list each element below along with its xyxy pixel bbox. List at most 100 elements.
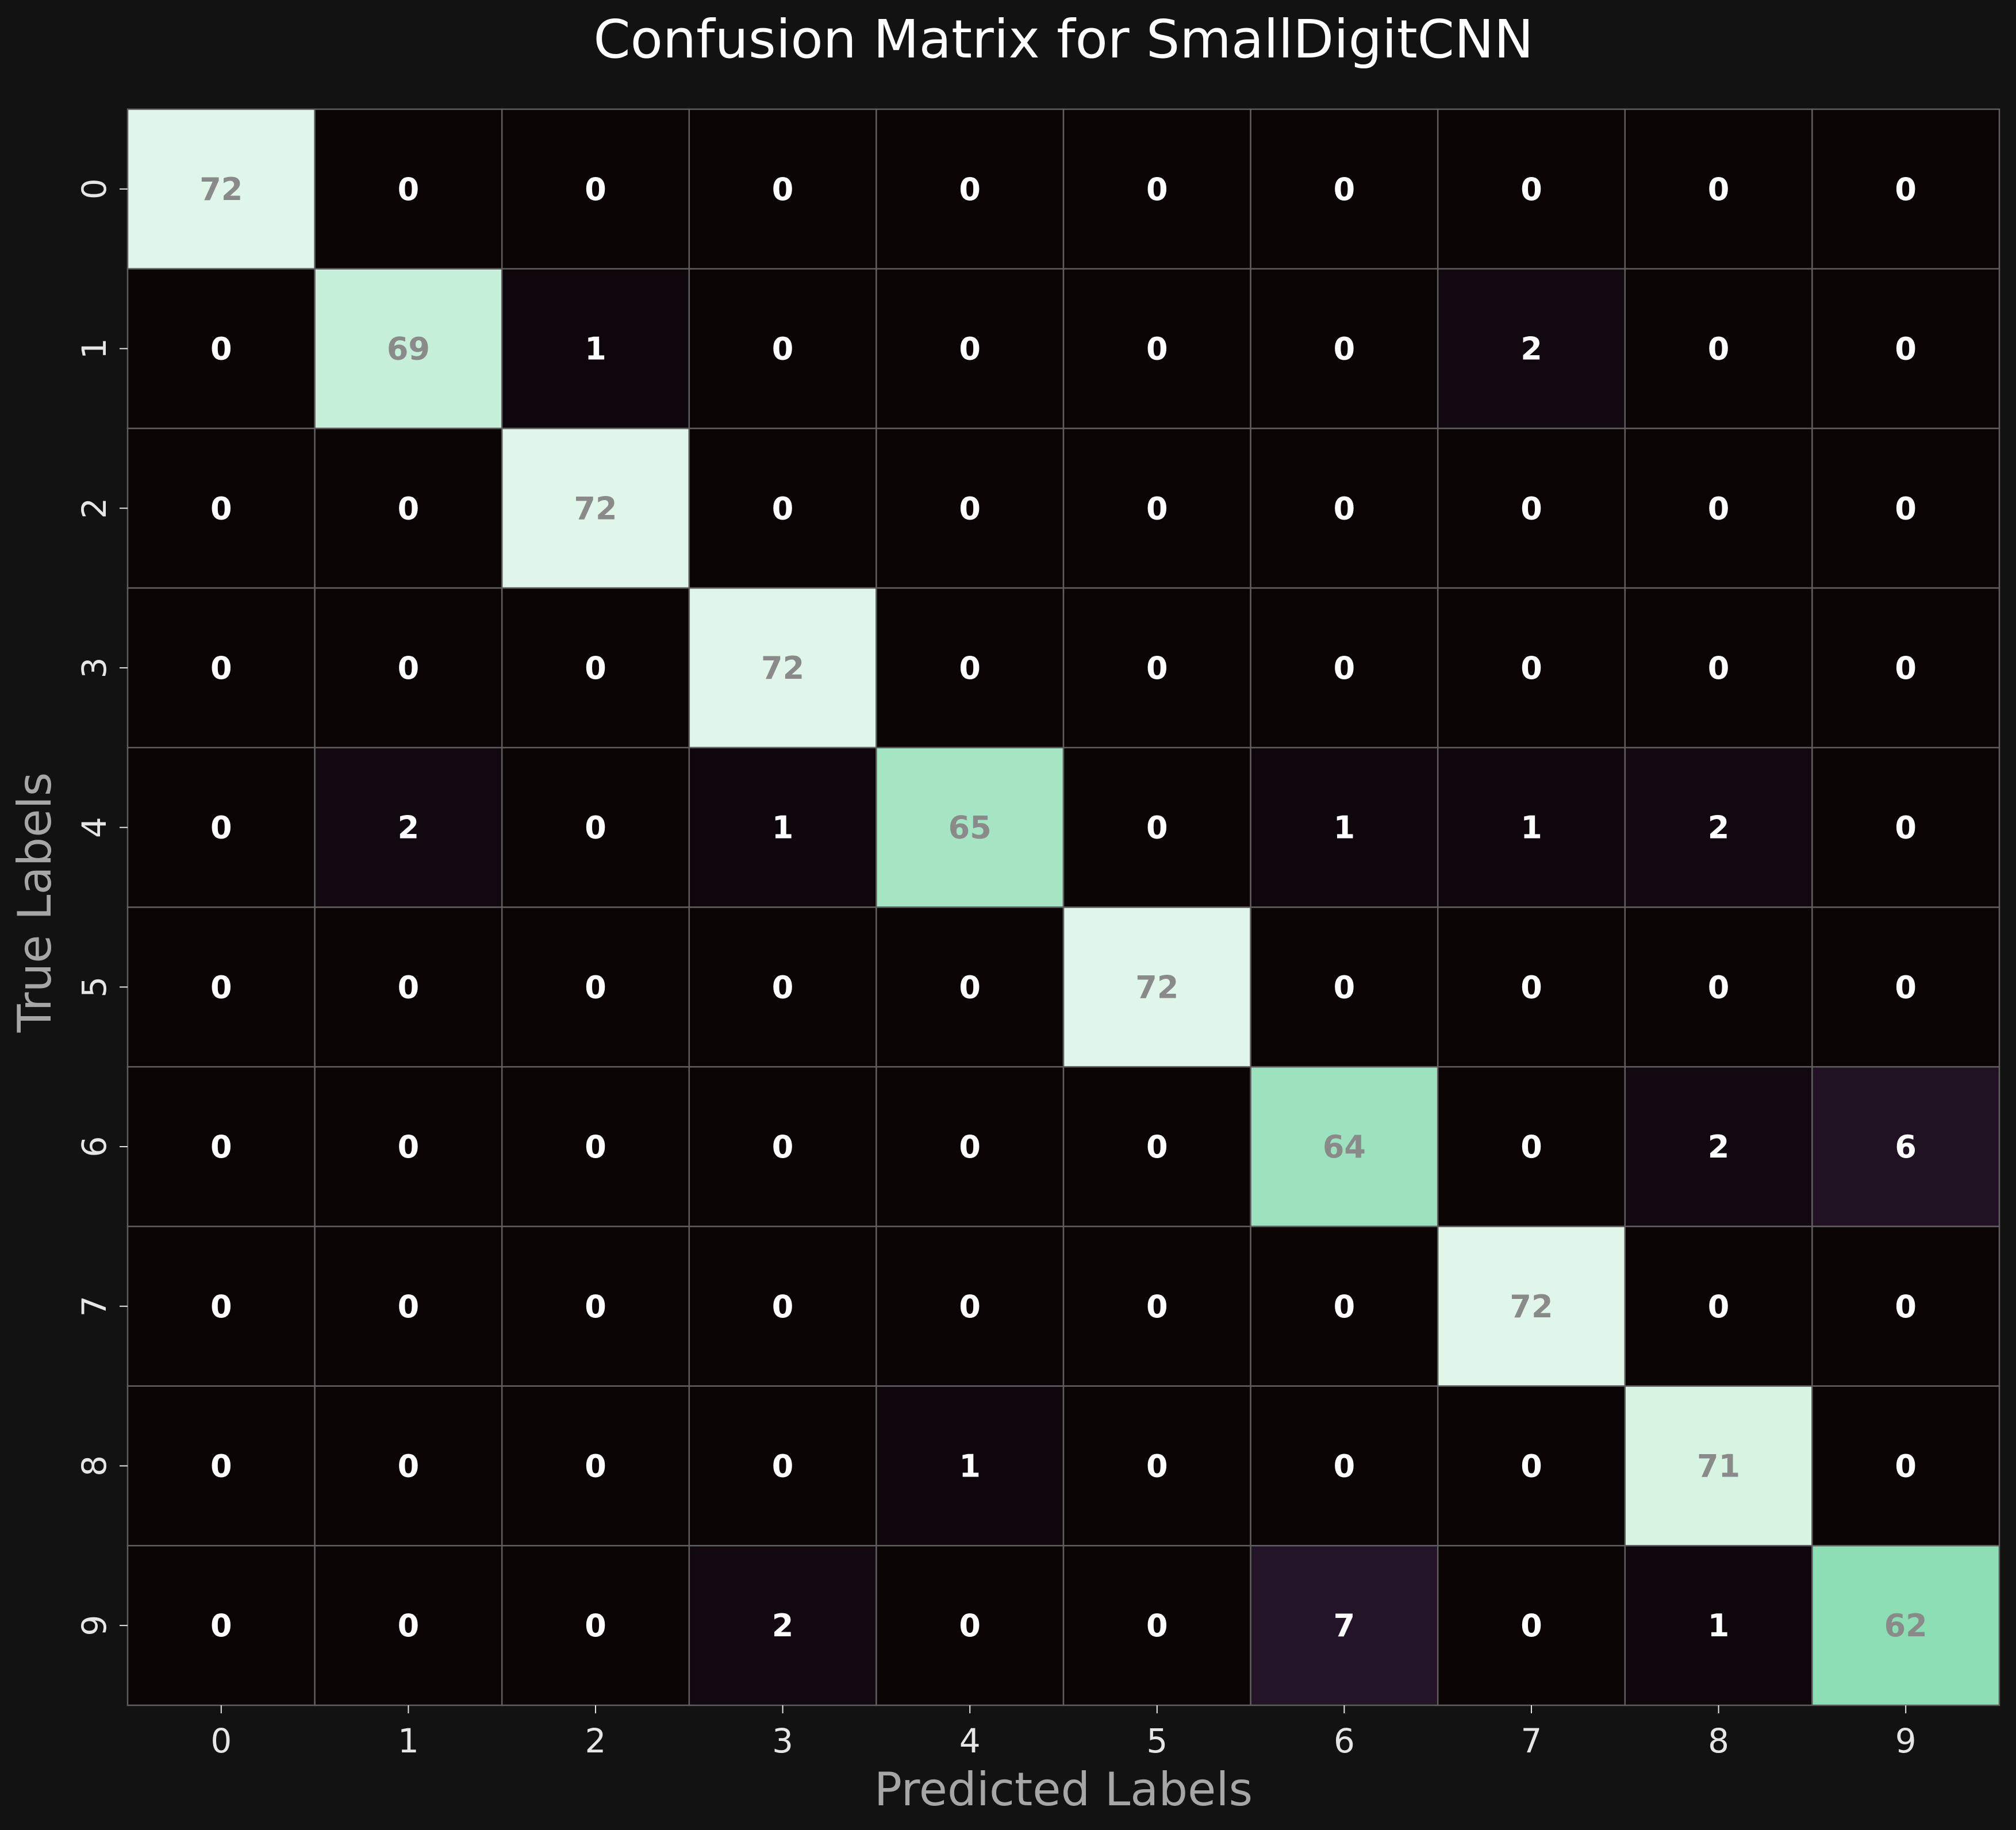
cell-value-r6-c7: 0	[1520, 1129, 1542, 1165]
x-tick-label-0: 0	[210, 1721, 232, 1760]
cell-value-r1-c0: 0	[210, 331, 232, 367]
heatmap-cell-r3-c8	[1624, 587, 1813, 749]
cell-value-r0-c5: 0	[1146, 171, 1168, 207]
cell-value-r6-c1: 0	[398, 1129, 420, 1165]
heatmap-cell-r7-c3	[688, 1225, 877, 1387]
cell-value-r3-c8: 0	[1708, 650, 1730, 686]
heatmap-cell-r5-c5	[1062, 906, 1251, 1068]
heatmap-cell-r2-c5	[1062, 428, 1251, 589]
heatmap-cell-r1-c2	[501, 268, 690, 429]
heatmap-cell-r9-c7	[1437, 1545, 1626, 1706]
cell-value-r1-c8: 0	[1708, 331, 1730, 367]
cell-value-r5-c9: 0	[1895, 969, 1917, 1005]
heatmap-cell-r0-c6	[1250, 108, 1439, 270]
heatmap-cell-r1-c3	[688, 268, 877, 429]
cell-value-r9-c4: 0	[959, 1608, 981, 1644]
cell-value-r1-c5: 0	[1146, 331, 1168, 367]
cell-value-r2-c0: 0	[210, 490, 232, 526]
x-tick-label-3: 3	[772, 1721, 793, 1760]
cell-value-r3-c2: 0	[585, 650, 606, 686]
heatmap-cell-labels: 72 0 0 0 0 0 0 0 0 00 69 1 0 0 0 0 2 0 00 0 72 0 0 0 0 0 0 00 0 0 72 0 0…	[199, 171, 1927, 1644]
heatmap-cell-r7-c6	[1250, 1225, 1439, 1387]
heatmap-cell-r4-c2	[501, 747, 690, 908]
cell-value-r2-c1: 0	[398, 490, 420, 526]
cell-value-r1-c3: 0	[772, 331, 794, 367]
cell-value-r9-c6: 7	[1334, 1608, 1355, 1644]
cell-value-r7-c0: 0	[210, 1289, 232, 1325]
cell-value-r2-c8: 0	[1708, 490, 1730, 526]
heatmap-cell-r6-c4	[875, 1066, 1065, 1228]
cell-value-r0-c9: 0	[1895, 171, 1917, 207]
cell-value-r5-c5: 72	[1135, 969, 1178, 1005]
heatmap-cell-r7-c2	[501, 1225, 690, 1387]
cell-value-r9-c7: 0	[1520, 1608, 1542, 1644]
x-tick-label-1: 1	[398, 1721, 419, 1760]
heatmap-cell-r4-c1	[314, 747, 503, 908]
cell-value-r4-c5: 0	[1146, 810, 1168, 846]
cell-value-r3-c7: 0	[1520, 650, 1542, 686]
y-axis-label: True Labels	[8, 772, 62, 1033]
heatmap-cell-r6-c3	[688, 1066, 877, 1228]
cell-value-r2-c6: 0	[1334, 490, 1355, 526]
cell-value-r9-c0: 0	[210, 1608, 232, 1644]
heatmap-cell-r5-c4	[875, 906, 1065, 1068]
heatmap-cell-r4-c9	[1811, 747, 2000, 908]
heatmap-cell-r5-c1	[314, 906, 503, 1068]
heatmap-cell-r9-c0	[126, 1545, 316, 1706]
heatmap-cell-r8-c6	[1250, 1385, 1439, 1547]
cell-value-r9-c1: 0	[398, 1608, 420, 1644]
cell-value-r4-c1: 2	[398, 810, 420, 846]
cell-value-r4-c4: 65	[949, 810, 992, 846]
x-tick-label-7: 7	[1521, 1721, 1542, 1760]
heatmap-cell-r7-c7	[1437, 1225, 1626, 1387]
cell-value-r2-c4: 0	[959, 490, 981, 526]
chart-title: Confusion Matrix for SmallDigitCNN	[593, 9, 1533, 70]
cell-value-r0-c6: 0	[1334, 171, 1355, 207]
heatmap-cell-r5-c0	[126, 906, 316, 1068]
x-tick-label-8: 8	[1708, 1721, 1729, 1760]
y-tick-label-1: 1	[75, 338, 114, 359]
cell-value-r5-c1: 0	[398, 969, 420, 1005]
cell-value-r7-c3: 0	[772, 1289, 794, 1325]
cell-value-r6-c9: 6	[1895, 1129, 1917, 1165]
cell-value-r0-c3: 0	[772, 171, 794, 207]
cell-value-r1-c7: 2	[1520, 331, 1542, 367]
cell-value-r2-c5: 0	[1146, 490, 1168, 526]
cell-value-r7-c1: 0	[398, 1289, 420, 1325]
cell-value-r8-c4: 1	[959, 1448, 981, 1484]
cell-value-r8-c6: 0	[1334, 1448, 1355, 1484]
heatmap-cell-r4-c3	[688, 747, 877, 908]
heatmap-cell-r5-c8	[1624, 906, 1813, 1068]
heatmap-cell-r4-c8	[1624, 747, 1813, 908]
y-tick-label-3: 3	[75, 657, 114, 678]
cell-value-r0-c2: 0	[585, 171, 606, 207]
y-tick-label-8: 8	[75, 1455, 114, 1477]
cell-value-r0-c4: 0	[959, 171, 981, 207]
cell-value-r2-c9: 0	[1895, 490, 1917, 526]
y-tick-label-4: 4	[75, 817, 114, 838]
cell-value-r6-c0: 0	[210, 1129, 232, 1165]
heatmap-cell-r2-c0	[126, 428, 316, 589]
y-tick-label-6: 6	[75, 1136, 114, 1158]
y-tick-label-7: 7	[75, 1295, 114, 1317]
heatmap-cell-r6-c9	[1811, 1066, 2000, 1228]
cell-value-r7-c5: 0	[1146, 1289, 1168, 1325]
cell-value-r7-c9: 0	[1895, 1289, 1917, 1325]
heatmap-cell-r9-c9	[1811, 1545, 2000, 1706]
cell-value-r3-c0: 0	[210, 650, 232, 686]
heatmap-cell-r3-c0	[126, 587, 316, 749]
cell-value-r6-c4: 0	[959, 1129, 981, 1165]
cell-value-r0-c1: 0	[398, 171, 420, 207]
cell-value-r5-c4: 0	[959, 969, 981, 1005]
cell-value-r6-c3: 0	[772, 1129, 794, 1165]
heatmap-cell-r3-c2	[501, 587, 690, 749]
heatmap-cell-r2-c2	[501, 428, 690, 589]
y-axis-ticks: 0 1 2 3 4 5 6 7 8 9	[75, 178, 128, 1636]
heatmap-cell-r3-c7	[1437, 587, 1626, 749]
heatmap-cell-r8-c1	[314, 1385, 503, 1547]
cell-value-r6-c5: 0	[1146, 1129, 1168, 1165]
cell-value-r7-c2: 0	[585, 1289, 606, 1325]
cell-value-r2-c2: 72	[574, 490, 617, 526]
cell-value-r7-c7: 72	[1510, 1289, 1553, 1325]
heatmap-cell-r2-c9	[1811, 428, 2000, 589]
